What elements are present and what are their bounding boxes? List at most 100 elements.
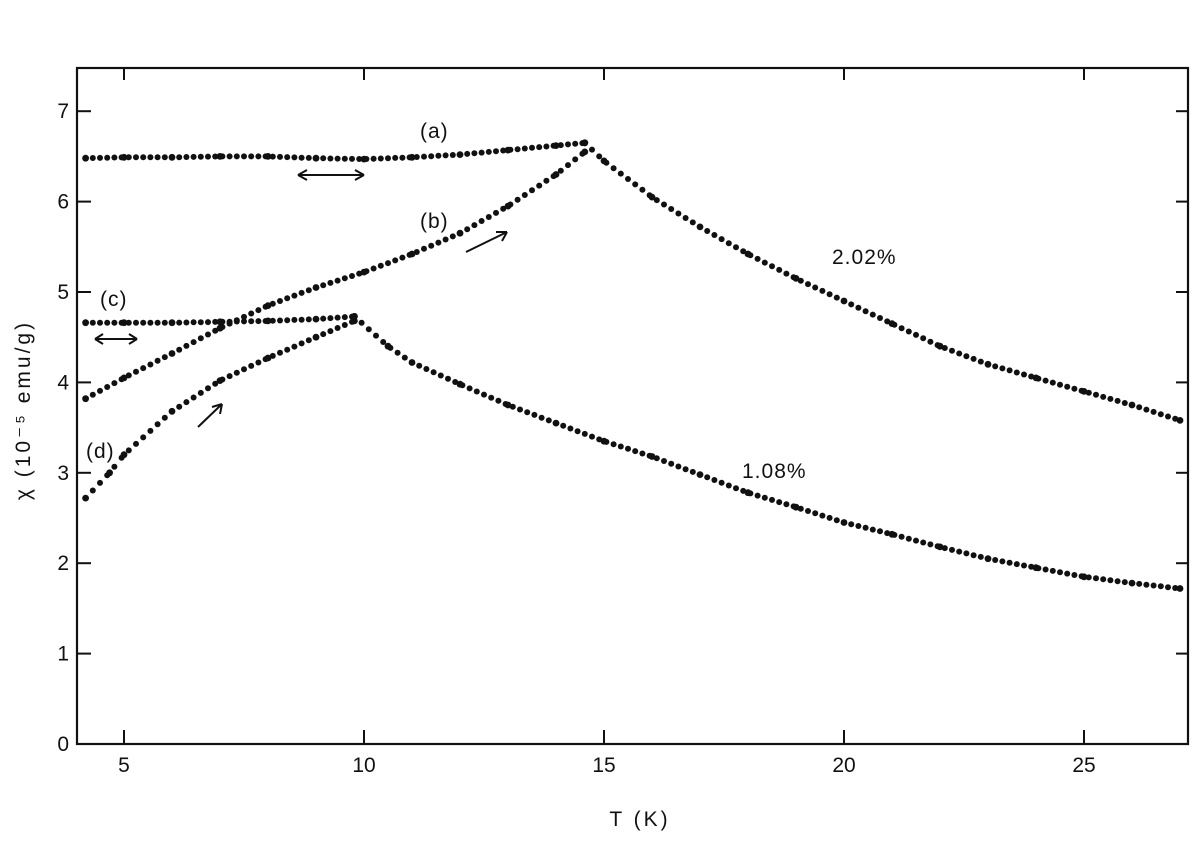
- data-point: [248, 310, 255, 317]
- data-point: [255, 359, 262, 366]
- data-point: [704, 228, 711, 234]
- data-point: [399, 154, 406, 161]
- data-point: [305, 316, 312, 323]
- data-point: [437, 372, 444, 379]
- data-point: [740, 248, 747, 255]
- data-point: [176, 346, 183, 353]
- data-point: [639, 186, 646, 193]
- data-point: [1032, 564, 1040, 572]
- data-point: [154, 319, 161, 326]
- data-point: [668, 460, 675, 467]
- data-point: [298, 154, 305, 161]
- data-point: [1150, 582, 1157, 589]
- data-point: [197, 335, 204, 342]
- data-point: [696, 471, 704, 478]
- y-axis-title: χ (10⁻⁵ emu/g): [12, 320, 35, 500]
- axes: 5 10 15 20 25 0 1 2 3 4 5 6 7 T (K) χ (10⁻⁵ emu/g): [12, 66, 1190, 831]
- data-point: [600, 437, 608, 445]
- data-point: [408, 153, 416, 161]
- data-point: [1165, 584, 1171, 591]
- data-point: [833, 294, 840, 301]
- data-point: [888, 320, 896, 327]
- data-point: [416, 362, 423, 369]
- data-point: [190, 319, 197, 326]
- data-point: [648, 453, 656, 460]
- data-point: [840, 519, 848, 526]
- data-point: [478, 218, 485, 224]
- data-point: [920, 335, 927, 342]
- data-point: [984, 555, 992, 563]
- data-point: [312, 333, 320, 341]
- data-point: [277, 298, 283, 304]
- data-point: [565, 141, 571, 148]
- plot-frame: [75, 66, 1190, 746]
- data-point: [341, 322, 348, 328]
- data-point: [473, 388, 480, 395]
- data-point: [205, 385, 211, 392]
- data-point: [168, 407, 176, 415]
- data-point: [529, 187, 535, 194]
- data-point: [819, 287, 826, 294]
- data-point: [744, 489, 752, 497]
- data-point: [543, 177, 550, 184]
- series-2: [82, 148, 589, 403]
- data-point: [977, 358, 984, 365]
- data-point: [783, 501, 790, 508]
- x-tick-label: 25: [1072, 754, 1095, 777]
- data-point: [360, 155, 368, 163]
- data-point: [963, 550, 970, 557]
- data-point: [877, 528, 883, 535]
- x-tick-label: 5: [118, 754, 130, 777]
- data-point: [639, 450, 646, 457]
- data-point: [305, 337, 312, 344]
- data-point: [521, 192, 528, 198]
- data-point: [536, 144, 543, 151]
- data-point: [435, 239, 442, 246]
- data-point: [956, 350, 963, 357]
- data-point: [312, 154, 320, 162]
- y-tick-label: 2: [57, 552, 69, 575]
- data-point: [1080, 573, 1088, 581]
- data-point: [848, 521, 855, 528]
- data-point: [111, 463, 118, 470]
- data-point: [284, 317, 291, 324]
- data-point: [792, 503, 800, 511]
- data-point: [456, 380, 464, 388]
- data-point: [574, 428, 581, 435]
- double-arrow-c-icon: [94, 333, 138, 345]
- data-point: [356, 156, 363, 162]
- series-1: [82, 139, 589, 163]
- data-point: [399, 254, 406, 261]
- data-point: [466, 385, 473, 392]
- data-point: [493, 209, 499, 216]
- data-point: [1013, 369, 1020, 376]
- data-point: [89, 391, 96, 398]
- data-point: [826, 514, 833, 521]
- data-point: [1049, 379, 1056, 386]
- data-point: [264, 302, 272, 309]
- data-point: [291, 343, 298, 350]
- data-point: [197, 319, 204, 326]
- data-point: [711, 232, 718, 238]
- data-point: [97, 154, 103, 161]
- data-point: [111, 380, 118, 387]
- data-point: [89, 319, 96, 326]
- data-point: [125, 319, 132, 326]
- data-point: [1121, 579, 1128, 586]
- data-point: [600, 157, 608, 165]
- data-point: [89, 155, 96, 161]
- data-point: [212, 318, 219, 325]
- data-point: [176, 319, 183, 326]
- data-point: [632, 181, 639, 188]
- data-point: [696, 223, 704, 231]
- data-point: [725, 482, 732, 489]
- data-point: [255, 307, 262, 314]
- data-point: [812, 284, 819, 291]
- data-point: [898, 325, 905, 332]
- data-point: [949, 546, 955, 553]
- data-point: [284, 154, 291, 161]
- data-point: [1107, 577, 1114, 584]
- data-point: [913, 537, 919, 544]
- y-tick-label: 3: [57, 462, 69, 485]
- data-point: [327, 155, 334, 162]
